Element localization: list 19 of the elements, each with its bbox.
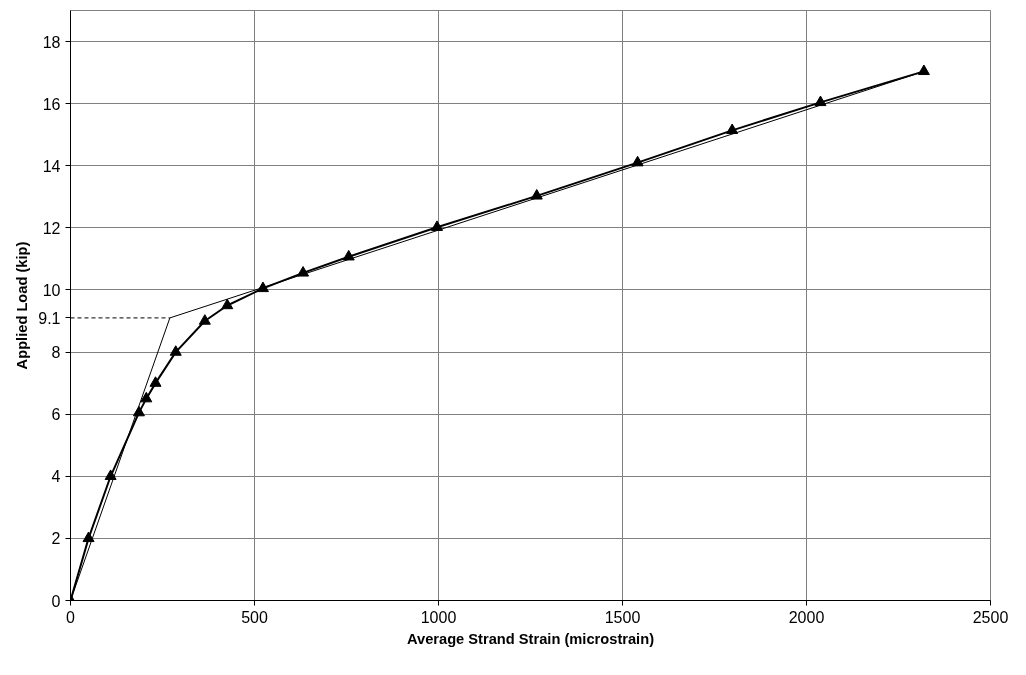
y-tick-label: 10 [42,281,61,299]
y-tick-label: 6 [51,406,61,424]
x-tick-label: 500 [241,608,268,626]
y-tick-label: 12 [42,219,61,237]
y-tick-label: 4 [51,468,61,486]
x-axis-title: Average Strand Strain (microstrain) [406,630,655,647]
y-tick-label: 18 [42,33,61,51]
y-tick-label: 14 [42,157,61,175]
y-axis-title: Applied Load (kip) [14,241,31,370]
x-tick-label: 0 [66,608,76,626]
x-tick-label: 2000 [788,608,825,626]
x-tick-label: 1000 [420,608,457,626]
y-tick-label: 2 [51,530,61,548]
x-tick-label: 1500 [604,608,641,626]
y-tick-label: 0 [51,592,61,610]
y-tick-label: 9.1 [38,309,61,327]
y-tick-label: 16 [42,95,61,113]
x-tick-label: 2500 [972,608,1009,626]
y-tick-label: 8 [51,344,61,362]
